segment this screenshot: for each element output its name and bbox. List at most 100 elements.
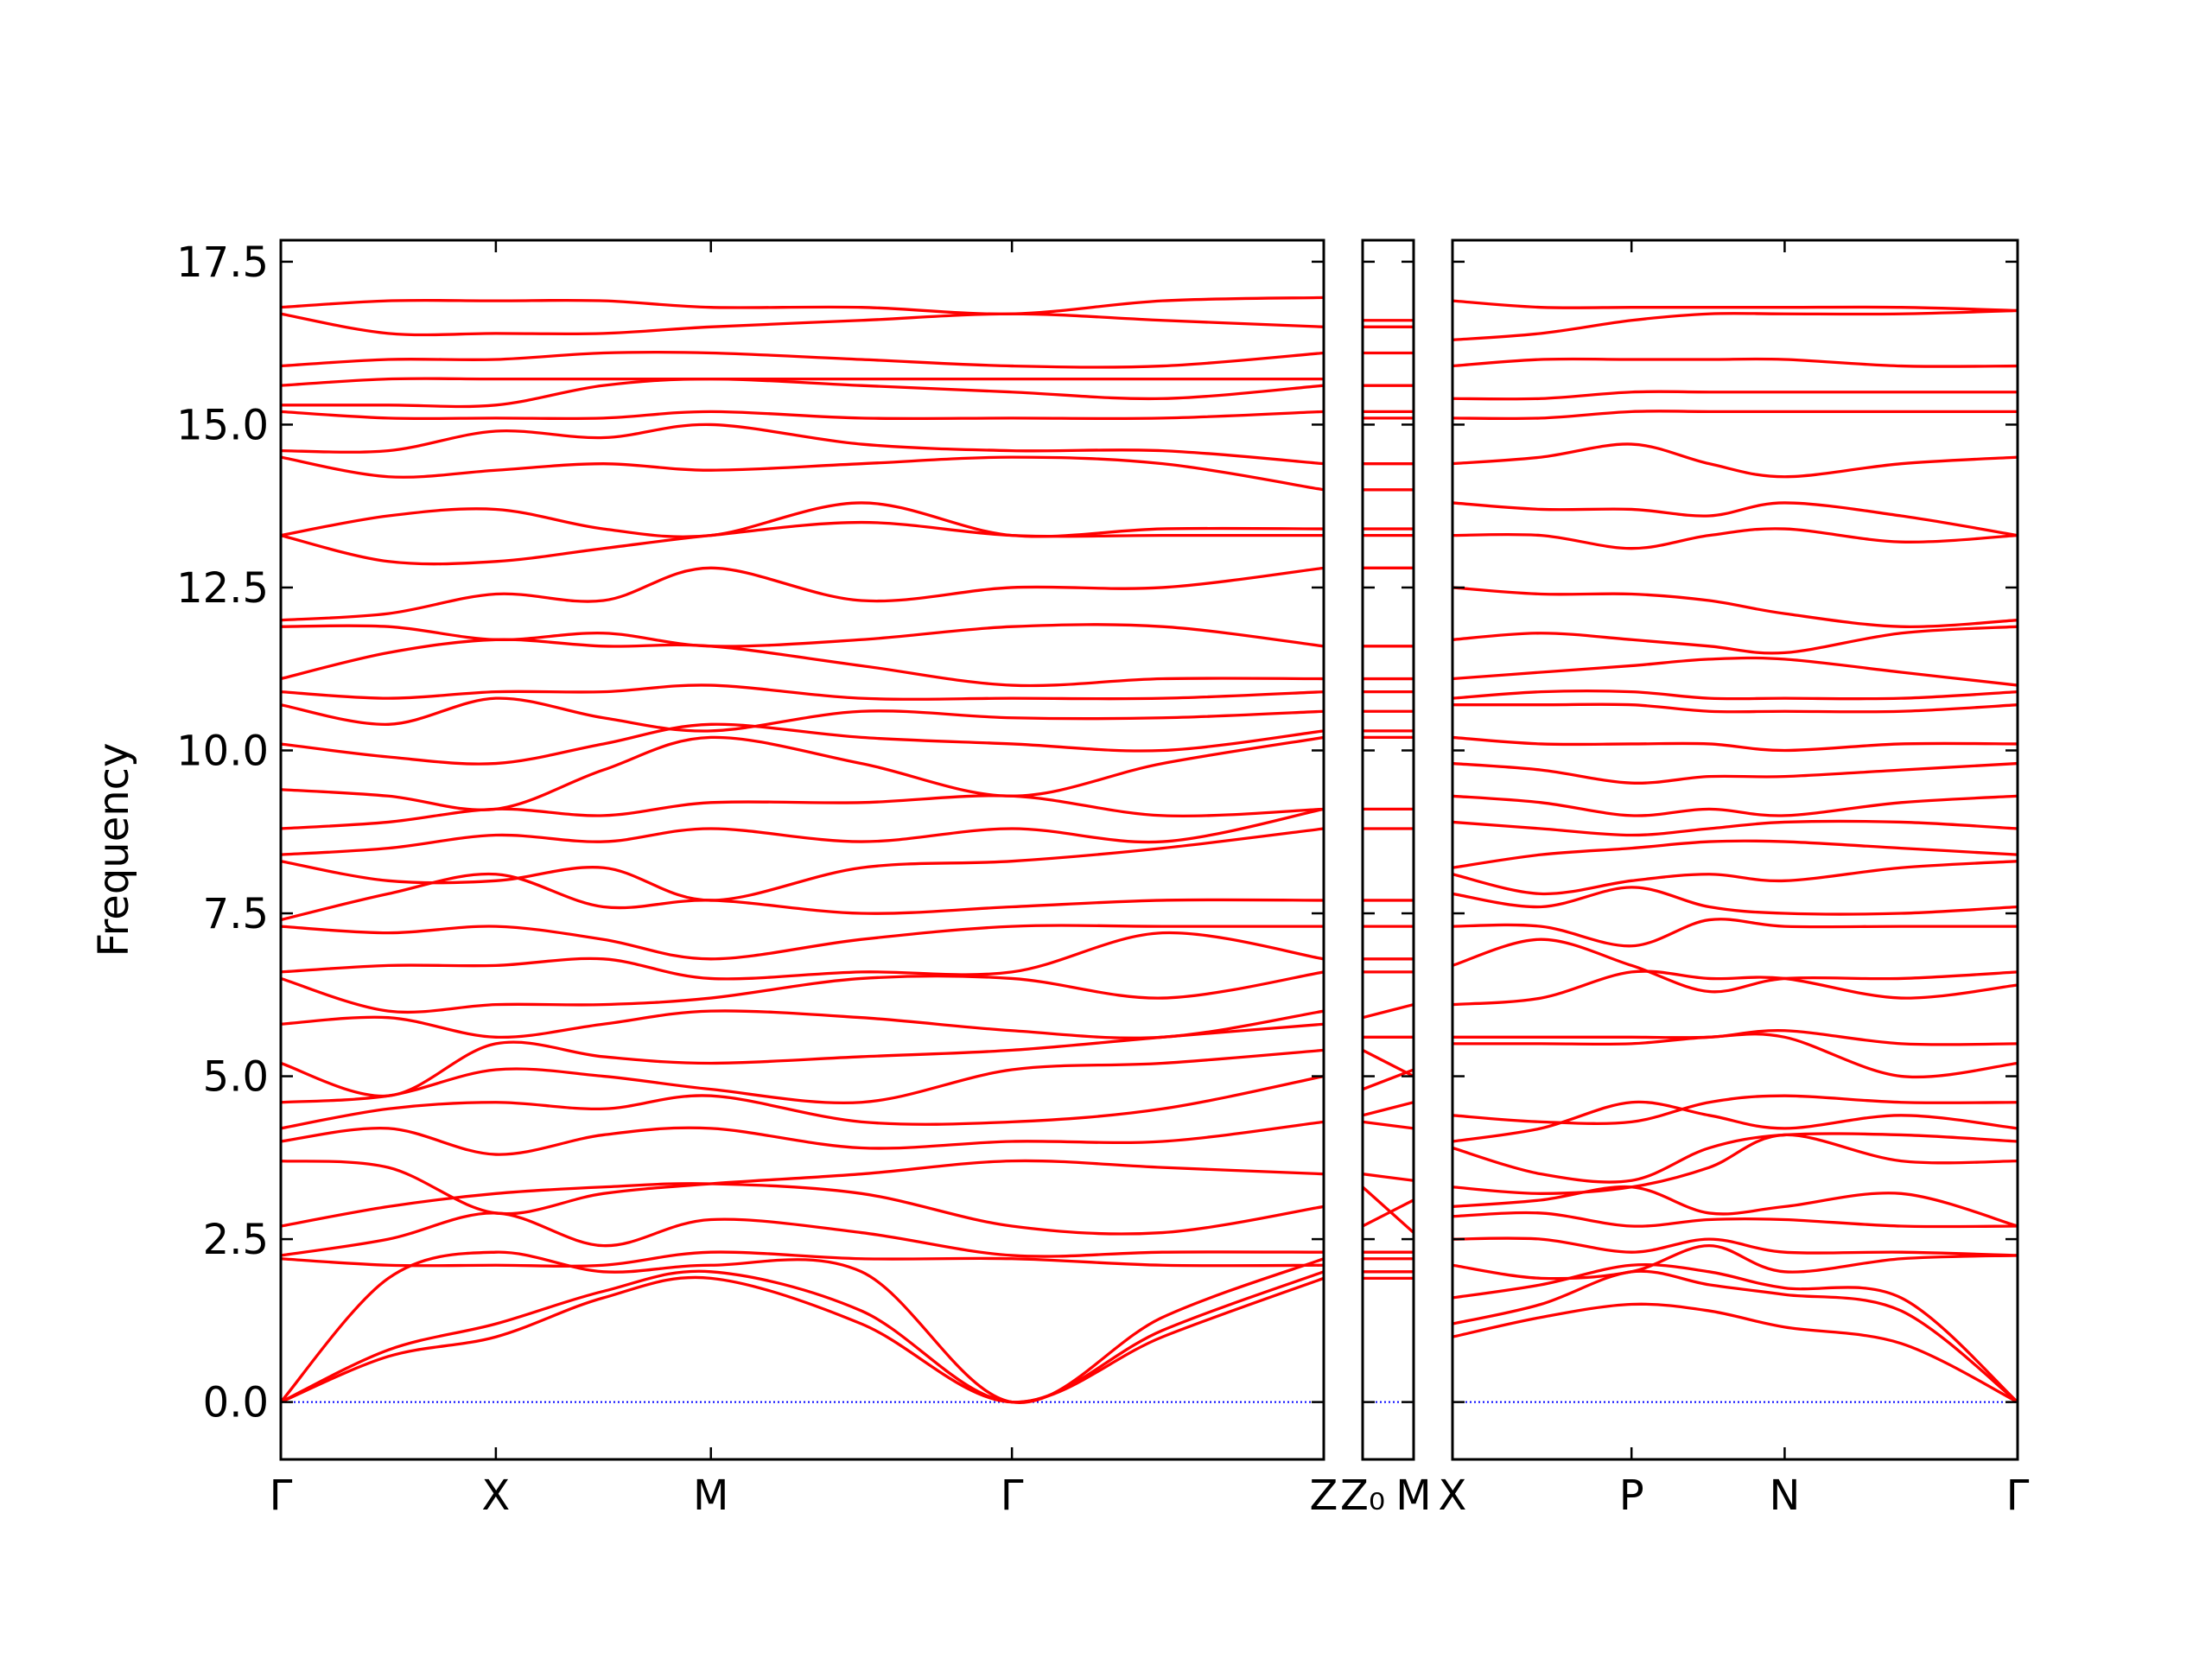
- band-line: [281, 1182, 1324, 1236]
- band-line: [281, 1275, 1324, 1404]
- y-tick-label: 17.5: [176, 238, 269, 287]
- band-line: [1452, 1100, 2018, 1143]
- band-line: [1452, 918, 2018, 948]
- band-line: [1452, 794, 2018, 817]
- band-line: [281, 807, 1324, 856]
- band-line: [281, 520, 1324, 566]
- band-line: [1452, 938, 2018, 994]
- band-line: [1452, 860, 2018, 896]
- band-line: [1452, 819, 2018, 837]
- band-line: [281, 501, 1324, 538]
- band-line: [1452, 1243, 2018, 1281]
- band-line: [1363, 1173, 1414, 1182]
- band-line: [281, 296, 1324, 316]
- axes-frame: [279, 238, 1325, 1461]
- band-line: [1363, 1003, 1414, 1020]
- band-line: [1452, 735, 2018, 753]
- band-line: [1363, 1048, 1414, 1078]
- band-line: [281, 377, 1324, 387]
- band-line: [1452, 1094, 2018, 1125]
- x-tick-label: X: [1439, 1471, 1467, 1520]
- band-line: [1452, 1263, 2018, 1403]
- axes-frame: [1361, 238, 1415, 1461]
- y-tick-label: 7.5: [203, 890, 269, 938]
- band-line: [1452, 1028, 2018, 1046]
- band-line: [1452, 1269, 2018, 1403]
- band-line: [281, 566, 1324, 622]
- band-line: [1452, 501, 2018, 537]
- band-line: [1452, 390, 2018, 401]
- band-line: [281, 696, 1324, 733]
- band-line: [281, 970, 1324, 1014]
- plot-area: [281, 296, 1324, 1404]
- band-line: [281, 1250, 1324, 1404]
- band-line: [281, 638, 1324, 688]
- band-line: [1452, 1185, 2018, 1228]
- band-line: [281, 623, 1324, 648]
- band-line: [1363, 1198, 1414, 1228]
- band-line: [281, 455, 1324, 492]
- band-line: [1363, 1068, 1414, 1091]
- band-line: [281, 794, 1324, 830]
- x-tick-label: P: [1619, 1471, 1644, 1520]
- band-line: [1452, 1033, 2018, 1079]
- x-tick-label: Γ: [2006, 1471, 2030, 1520]
- plot-area: [1363, 319, 1414, 1280]
- band-line: [1452, 702, 2018, 714]
- band-line: [1452, 308, 2018, 342]
- band-line: [1452, 527, 2018, 550]
- band-line: [1452, 410, 2018, 421]
- x-tick-label: Z₀: [1340, 1471, 1385, 1520]
- x-tick-label: Z: [1310, 1471, 1338, 1520]
- band-line: [1452, 690, 2018, 701]
- band-line: [281, 377, 1324, 409]
- x-tick-label: Γ: [1001, 1471, 1024, 1520]
- y-tick-label: 10.0: [176, 727, 269, 775]
- band-line: [1363, 1185, 1414, 1234]
- band-line: [281, 1009, 1324, 1039]
- band-line: [1452, 656, 2018, 687]
- band-line: [1452, 299, 2018, 313]
- band-line: [1452, 442, 2018, 479]
- band-line: [281, 1022, 1324, 1098]
- band-line: [1452, 625, 2018, 655]
- band-line: [281, 1048, 1324, 1104]
- band-line: [281, 827, 1324, 902]
- y-axis-label: Frequency: [90, 743, 138, 957]
- band-line: [281, 410, 1324, 421]
- y-tick-label: 15.0: [176, 401, 269, 449]
- band-line: [281, 350, 1324, 369]
- x-tick-label: N: [1769, 1471, 1800, 1520]
- band-line: [281, 1269, 1324, 1404]
- band-line: [1452, 761, 2018, 785]
- band-line: [281, 1120, 1324, 1156]
- band-line: [281, 924, 1324, 961]
- band-line: [281, 423, 1324, 466]
- band-line: [1452, 1133, 2018, 1195]
- band-line: [1452, 586, 2018, 628]
- band-line: [1452, 969, 2018, 1007]
- band-line: [1452, 1211, 2018, 1229]
- band-line: [281, 735, 1324, 811]
- band-line: [1452, 1236, 2018, 1257]
- band-line: [281, 1250, 1324, 1268]
- band-line: [281, 1211, 1324, 1258]
- y-tick-label: 2.5: [203, 1216, 269, 1264]
- band-line: [281, 312, 1324, 337]
- y-tick-label: 12.5: [176, 564, 269, 613]
- band-line: [281, 722, 1324, 766]
- band-line: [281, 1159, 1324, 1216]
- band-line: [281, 931, 1324, 981]
- y-tick-label: 0.0: [203, 1379, 269, 1427]
- axes-frame: [1451, 238, 2019, 1461]
- band-line: [1452, 1302, 2018, 1404]
- band-line: [281, 1074, 1324, 1130]
- plot-area: [1452, 299, 2018, 1404]
- band-line: [1452, 839, 2018, 869]
- x-tick-label: M: [693, 1471, 728, 1520]
- band-line: [1363, 1120, 1414, 1130]
- x-tick-label: Γ: [270, 1471, 293, 1520]
- band-line: [281, 683, 1324, 701]
